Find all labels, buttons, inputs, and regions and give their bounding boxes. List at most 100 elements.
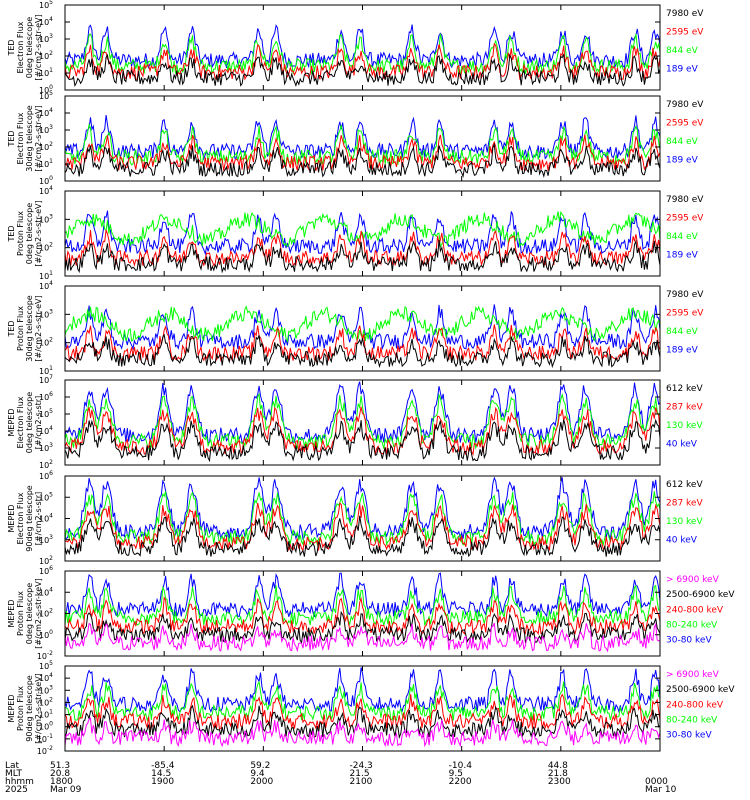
panel-1-traces [64, 24, 661, 88]
panel-8-series-red [64, 693, 661, 731]
panel-4-series-black [64, 333, 661, 369]
legend-entry: 240-800 keV [666, 700, 724, 710]
legend-entry: 2595 eV [666, 213, 704, 223]
x-axis-mlt-label: 21.8 [548, 769, 568, 779]
panel-5-traces [64, 381, 661, 463]
legend-entry: 240-800 keV [666, 605, 724, 615]
y-tick-label: 106 [39, 470, 53, 481]
y-tick-label: 106 [39, 391, 53, 402]
panel-7-series-magenta [64, 622, 661, 653]
panel-3-traces [64, 210, 661, 274]
y-tick-label: 101 [39, 67, 53, 78]
y-tick-label: 101 [39, 365, 53, 376]
legend-entry: 30-80 keV [666, 731, 712, 741]
legend-entry: > 6900 keV [666, 670, 720, 680]
x-axis-hhmm-label: 2200 [449, 777, 472, 787]
panel-7-series-black [64, 610, 661, 644]
y-tick-label: 103 [39, 308, 53, 319]
x-axis-hhmm-label: 1900 [151, 777, 174, 787]
x-axis-lat-label: 51.3 [50, 761, 70, 771]
y-tick-label: 100 [39, 721, 53, 732]
y-tick-label: 10-2 [37, 650, 53, 661]
legend-entry: 287 keV [666, 402, 703, 412]
legend-entry: 2500-6900 keV [666, 590, 735, 600]
y-tick-label: 103 [39, 33, 53, 44]
panel-7: 10-2 100 102 104 106 MEPEDProton Flux0deg tel… [7, 565, 735, 661]
x-axis-row-label: hhmm [5, 777, 34, 787]
y-tick-label: 104 [39, 107, 53, 118]
panel-4-traces [64, 304, 661, 369]
legend-entry: 2595 eV [666, 27, 704, 37]
x-axis-hhmm-label: 2000 [250, 777, 273, 787]
y-tick-label: 102 [39, 459, 53, 470]
panel-1-series-red [64, 42, 661, 81]
legend-entry: 844 eV [666, 232, 699, 242]
legend-entry: 2595 eV [666, 118, 704, 128]
y-tick-label: 103 [39, 442, 53, 453]
x-axis-hhmm-label: 2100 [350, 777, 373, 787]
panel-4-series-green [64, 305, 661, 343]
y-tick-label: 102 [39, 242, 53, 253]
y-tick-label: 101 [39, 158, 53, 169]
x-axis-lat-label: -24.3 [350, 761, 373, 771]
y-tick-label: 107 [39, 374, 53, 385]
legend-entry: 612 keV [666, 384, 703, 394]
x-axis-lat-label: -85.4 [151, 761, 175, 771]
x-axis-lat-label: 44.8 [548, 761, 568, 771]
panel-6-series-blue [64, 476, 661, 541]
legend-entry: 130 keV [666, 517, 703, 527]
panel-2-series-black [64, 142, 661, 179]
legend-entry: 7980 eV [666, 100, 704, 110]
legend-entry: 40 keV [666, 535, 698, 545]
x-axis-date-label: Mar 09 [50, 785, 82, 795]
panel-8-series-black [64, 704, 661, 740]
panel-7-ylabel: MEPEDProton Flux0deg telescope[#/cm2-s-s… [7, 578, 43, 649]
panel-6-series-black [64, 515, 661, 558]
y-tick-label: 103 [39, 684, 53, 695]
y-tick-label: 104 [39, 513, 53, 524]
y-tick-label: 102 [39, 696, 53, 707]
panel-1: 100 101 102 103 104 105 TEDElectron Flux0deg t… [7, 0, 704, 95]
panel-7-series-red [64, 596, 661, 636]
x-axis-lat-label: -10.4 [449, 761, 473, 771]
y-tick-label: 105 [39, 660, 53, 671]
y-tick-label: 103 [39, 534, 53, 545]
x-axis-row-label: 2025 [5, 785, 28, 795]
y-tick-label: 104 [39, 185, 53, 196]
x-axis-mlt-label: 9.5 [449, 769, 463, 779]
panel-5-series-blue [64, 381, 661, 444]
panel-8-ylabel: MEPEDProton Flux90deg telescope[#/cm2-s-… [7, 673, 43, 744]
y-tick-label: 102 [39, 337, 53, 348]
legend-entry: 844 eV [666, 137, 699, 147]
legend-entry: > 6900 keV [666, 575, 720, 585]
panel-6: 102 103 104 105 106 MEPEDElectron Flux90deg t… [7, 470, 703, 566]
panel-1-series-black [64, 53, 661, 88]
legend-entry: 40 keV [666, 439, 698, 449]
y-tick-label: 104 [39, 280, 53, 291]
panel-2-series-red [64, 134, 661, 171]
y-tick-label: 103 [39, 213, 53, 224]
x-axis-hhmm-label: 1800 [50, 777, 73, 787]
x-axis-mlt-label: 20.8 [50, 769, 70, 779]
panel-1-series-blue [64, 24, 661, 70]
legend-entry: 844 eV [666, 46, 699, 56]
panel-2-traces [64, 115, 661, 179]
y-tick-label: 101 [39, 709, 53, 720]
legend-entry: 80-240 keV [666, 621, 718, 631]
x-axis-hhmm-label: 0000 [645, 777, 668, 787]
panel-6-traces [64, 476, 661, 558]
panel-3-series-red [64, 229, 661, 268]
x-axis-date-label: Mar 10 [645, 785, 677, 795]
legend-entry: 7980 eV [666, 290, 704, 300]
panel-4: 101 102 103 104 TEDProton Flux30deg telescop… [7, 280, 704, 376]
legend-entry: 844 eV [666, 327, 699, 337]
legend-entry: 2500-6900 keV [666, 685, 735, 695]
legend-entry: 30-80 keV [666, 636, 712, 646]
panel-4-ylabel: TEDProton Flux30deg telescope[#/cm2-s-st… [7, 295, 43, 362]
legend-entry: 189 eV [666, 250, 699, 260]
y-tick-label: 100 [39, 84, 53, 95]
legend-entry: 130 keV [666, 421, 703, 431]
